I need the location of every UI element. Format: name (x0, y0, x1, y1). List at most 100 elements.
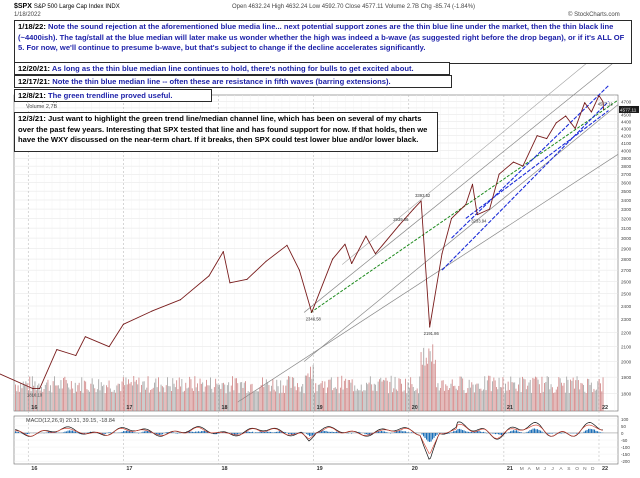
macd-histogram-bar (386, 432, 387, 433)
volume-bar (575, 380, 576, 411)
volume-bar (500, 387, 501, 411)
macd-histogram-bar (105, 433, 106, 434)
macd-histogram-bar (17, 432, 18, 433)
x-tick-label: 22 (602, 405, 608, 411)
x-tick-label: 17 (126, 466, 132, 472)
price-point (365, 236, 366, 237)
volume-bar (292, 377, 293, 411)
y-tick-label: 3300 (621, 207, 632, 212)
price-point (56, 349, 57, 350)
macd-histogram-bar (468, 432, 469, 433)
macd-histogram-bar (167, 432, 168, 433)
macd-histogram-bar (378, 432, 379, 433)
macd-histogram-bar (197, 432, 198, 433)
macd-histogram-bar (539, 430, 540, 433)
chart-date: 1/18/2022 (14, 12, 41, 18)
macd-histogram-bar (527, 432, 528, 433)
volume-bar (230, 392, 231, 411)
macd-histogram-bar (291, 433, 292, 435)
macd-histogram-bar (351, 433, 352, 434)
volume-bar (501, 387, 502, 411)
macd-histogram-bar (326, 431, 327, 433)
volume-bar (491, 391, 492, 411)
volume-bar (94, 388, 95, 411)
macd-histogram-bar (432, 433, 433, 439)
volume-bar (175, 387, 176, 411)
x-tick-label: 20 (412, 405, 418, 411)
price-point (311, 312, 312, 313)
volume-bar (569, 393, 570, 411)
volume-bar (422, 365, 423, 411)
volume-bar (244, 383, 245, 411)
price-point (591, 111, 592, 112)
volume-bar (188, 388, 189, 411)
price-point (451, 218, 452, 219)
volume-bar (68, 388, 69, 411)
x-tick-label: 22 (602, 466, 608, 472)
y-tick-label: 3100 (621, 226, 632, 231)
macd-histogram-bar (260, 432, 261, 433)
macd-histogram-bar (75, 431, 76, 432)
volume-bar (560, 378, 561, 411)
price-point (556, 122, 557, 123)
macd-histogram-bar (161, 433, 162, 435)
macd-histogram-bar (192, 432, 193, 433)
macd-histogram-bar (257, 432, 258, 433)
macd-histogram-bar (534, 428, 535, 432)
y-tick-label: 4200 (621, 134, 632, 139)
macd-histogram-bar (452, 432, 453, 433)
price-point (85, 336, 86, 337)
volume-bar (371, 384, 372, 411)
volume-bar (64, 377, 65, 411)
volume-bar (24, 384, 25, 411)
volume-bar (399, 378, 400, 411)
macd-histogram-bar (71, 431, 72, 433)
volume-bar (18, 385, 19, 411)
volume-bar (261, 385, 262, 411)
macd-histogram-bar (455, 431, 456, 433)
macd-histogram-bar (531, 430, 532, 433)
macd-histogram-bar (411, 432, 412, 433)
volume-bar (558, 377, 559, 411)
macd-histogram-bar (383, 431, 384, 433)
volume-bar (167, 377, 168, 411)
volume-bar (184, 391, 185, 411)
macd-histogram-bar (593, 429, 594, 433)
macd-histogram-bar (509, 432, 510, 433)
macd-histogram-bar (65, 432, 66, 433)
volume-bar (471, 382, 472, 411)
month-label: N (583, 466, 587, 472)
macd-histogram-bar (537, 429, 538, 433)
macd-histogram-bar (323, 431, 324, 433)
volume-bar (228, 382, 229, 411)
macd-histogram-bar (248, 432, 249, 433)
volume-bar (599, 379, 600, 411)
volume-bar (369, 383, 370, 411)
price-annotation: 3393.52 (415, 193, 431, 198)
macd-histogram-bar (173, 432, 174, 433)
price-point (180, 299, 181, 300)
volume-bar (174, 384, 175, 411)
volume-bar (274, 390, 275, 411)
volume-bar (53, 381, 54, 411)
volume-bar (389, 382, 390, 411)
macd-histogram-bar (336, 432, 337, 433)
macd-histogram-bar (308, 433, 309, 435)
volume-bar (555, 392, 556, 411)
macd-tick-label: -150 (621, 452, 630, 457)
volume-bar (535, 377, 536, 411)
volume-bar (425, 366, 426, 411)
volume-bar (584, 392, 585, 411)
macd-histogram-bar (285, 432, 286, 433)
volume-bar (361, 385, 362, 411)
macd-histogram-bar (485, 432, 486, 433)
volume-bar (490, 376, 491, 411)
macd-histogram-bar (470, 432, 471, 433)
macd-histogram-bar (434, 433, 435, 438)
volume-bar (144, 381, 145, 411)
volume-bar (525, 379, 526, 411)
price-point (477, 214, 478, 215)
volume-bar (484, 376, 485, 411)
macd-histogram-bar (201, 431, 202, 433)
volume-bar (205, 387, 206, 411)
